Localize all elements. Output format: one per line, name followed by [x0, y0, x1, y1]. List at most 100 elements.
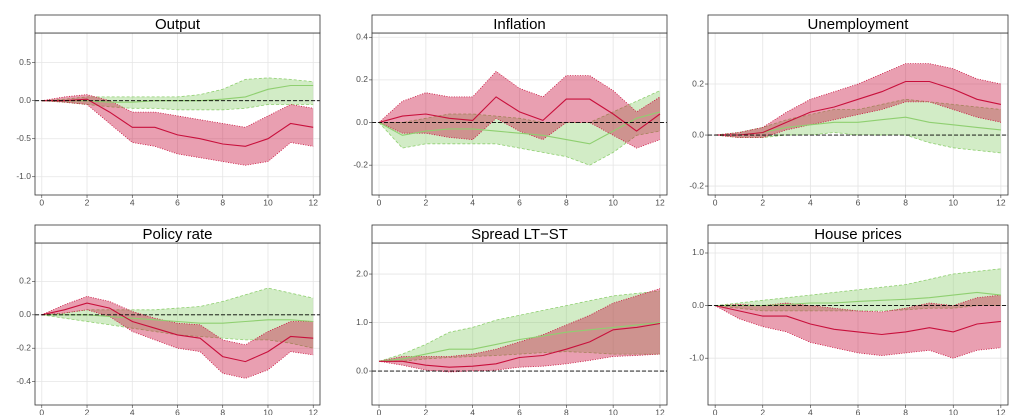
x-tick-label: 6 [517, 407, 522, 415]
confidence-band [379, 291, 660, 362]
x-tick-label: 2 [760, 407, 765, 415]
band-edge [379, 351, 660, 362]
band-edge [715, 63, 1001, 136]
panel-title: Unemployment [808, 16, 910, 33]
x-tick-label: 8 [903, 407, 908, 415]
y-tick-label: 0.5 [19, 57, 31, 67]
x-tick-label: 4 [470, 407, 475, 415]
x-tick-label: 4 [470, 197, 475, 207]
median-line [378, 111, 661, 145]
band-edge [41, 295, 314, 346]
confidence-band [41, 288, 314, 349]
x-tick-label: 0 [713, 407, 718, 415]
confidence-band [715, 295, 1001, 359]
x-tick-label: 6 [175, 407, 180, 415]
band-edge [379, 90, 661, 123]
y-tick-label: 0.0 [692, 129, 704, 139]
band-edge [378, 122, 661, 166]
y-tick-label: 0.0 [19, 95, 31, 105]
x-tick-label: 4 [808, 407, 813, 415]
median-line [379, 322, 661, 368]
median-line [378, 321, 661, 362]
x-tick-label: 4 [130, 197, 135, 207]
title-strip [371, 224, 668, 244]
x-tick-label: 8 [564, 197, 569, 207]
x-tick-label: 12 [655, 197, 665, 207]
median-line [378, 96, 661, 132]
x-tick-label: 12 [996, 197, 1006, 207]
panel-title: Spread LT−ST [471, 226, 568, 243]
title-strip [707, 14, 1009, 34]
x-tick-label: 2 [423, 197, 428, 207]
x-tick-label: 10 [949, 197, 959, 207]
y-tick-label: 0.2 [692, 78, 704, 88]
confidence-band [715, 63, 1001, 138]
y-tick-label: 0.0 [19, 309, 31, 319]
x-tick-label: 2 [423, 407, 428, 415]
x-tick-label: 0 [713, 197, 718, 207]
band-edge [715, 305, 1001, 312]
band-edge [715, 268, 1001, 306]
confidence-band [715, 99, 1001, 153]
title-strip [34, 224, 321, 244]
confidence-band [379, 288, 660, 372]
x-tick-label: 6 [517, 197, 522, 207]
band-edge [41, 309, 314, 379]
y-tick-label: 0.4 [356, 32, 368, 42]
x-tick-label: 8 [220, 197, 225, 207]
confidence-band [379, 90, 660, 166]
y-tick-label: -1.0 [16, 171, 31, 181]
x-tick-label: 8 [564, 407, 569, 415]
title-strip [371, 14, 668, 34]
median-line [714, 305, 1001, 336]
y-tick-label: -0.2 [689, 180, 704, 190]
x-tick-label: 12 [655, 407, 665, 415]
band-edge [41, 100, 314, 166]
x-tick-label: 12 [996, 407, 1006, 415]
panel-title: Policy rate [142, 226, 212, 243]
y-tick-label: 0.0 [692, 300, 704, 310]
y-tick-label: -1.0 [689, 352, 704, 362]
x-tick-label: 10 [263, 197, 273, 207]
panel-title: Output [155, 16, 201, 33]
y-tick-label: 0.0 [356, 365, 368, 375]
y-tick-label: 0.0 [356, 117, 368, 127]
band-edge [41, 94, 314, 128]
title-strip [707, 224, 1009, 244]
band-edge [715, 98, 1001, 136]
y-tick-label: 0.2 [356, 74, 368, 84]
x-tick-label: 2 [85, 407, 90, 415]
y-tick-label: 2.0 [356, 268, 368, 278]
x-tick-label: 0 [39, 407, 44, 415]
x-tick-label: 10 [608, 407, 618, 415]
band-edge [378, 288, 661, 362]
panel-title: House prices [814, 226, 902, 243]
x-tick-label: 6 [856, 197, 861, 207]
x-tick-label: 2 [85, 197, 90, 207]
x-tick-label: 6 [856, 407, 861, 415]
median-line [41, 98, 314, 147]
x-tick-label: 0 [377, 197, 382, 207]
x-tick-label: 0 [377, 407, 382, 415]
band-edge [378, 353, 661, 373]
panel-title: Inflation [493, 16, 546, 33]
y-tick-label: 1.0 [356, 317, 368, 327]
x-tick-label: 4 [808, 197, 813, 207]
band-edge [715, 101, 1001, 139]
title-strip [34, 14, 321, 34]
median-line [715, 80, 1002, 136]
x-tick-label: 10 [263, 407, 273, 415]
x-tick-label: 10 [608, 197, 618, 207]
x-tick-label: 6 [175, 197, 180, 207]
y-tick-label: -0.4 [16, 376, 31, 386]
x-tick-label: 8 [903, 197, 908, 207]
x-tick-label: 10 [949, 407, 959, 415]
x-tick-label: 4 [130, 407, 135, 415]
y-tick-label: 1.0 [692, 247, 704, 257]
y-tick-label: -0.2 [353, 159, 368, 169]
y-tick-label: -0.2 [16, 342, 31, 352]
x-tick-label: 12 [308, 407, 318, 415]
y-tick-label: -0.5 [16, 133, 31, 143]
confidence-band [41, 296, 314, 379]
